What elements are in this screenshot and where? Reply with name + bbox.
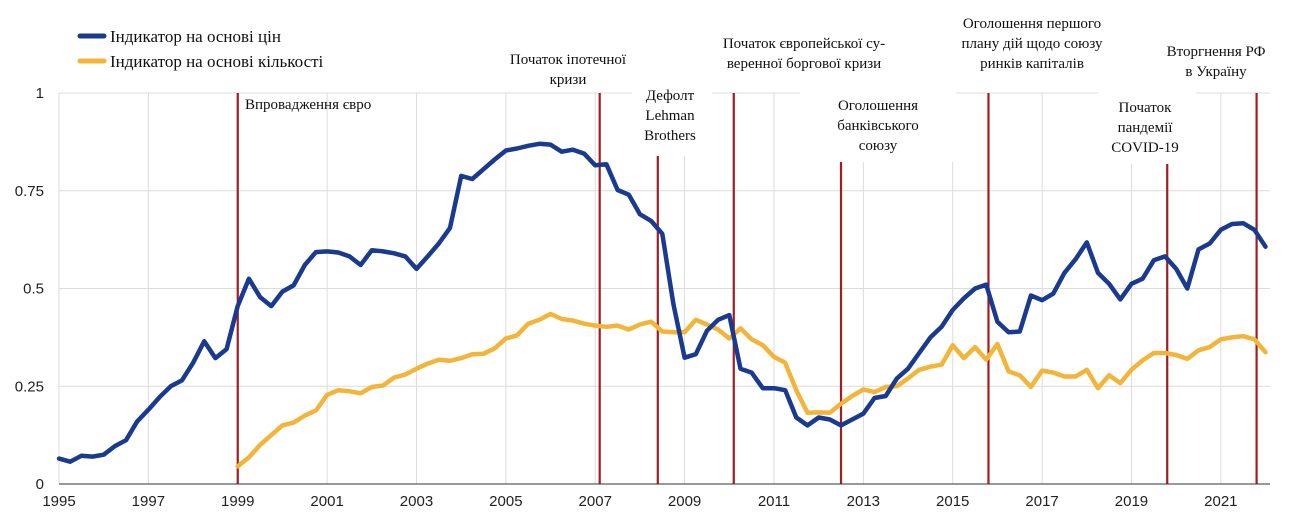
event-label: банківського xyxy=(837,118,919,134)
event-label: в Україну xyxy=(1185,64,1247,80)
x-tick-label: 2019 xyxy=(1115,493,1148,510)
event-label: Оголошення першого xyxy=(963,16,1101,32)
y-tick-label: 0.75 xyxy=(15,183,44,200)
legend: Індикатор на основі цін Індикатор на осно… xyxy=(77,27,324,71)
event-label: кризи xyxy=(550,72,587,88)
event-label: Lehman xyxy=(645,108,695,124)
event-label-background xyxy=(632,80,712,156)
event-labels: Впровадження євро Початок іпотечної кризи Д… xyxy=(245,6,1278,164)
y-tick-label: 0 xyxy=(36,476,44,493)
y-tick-label: 0.5 xyxy=(23,281,44,298)
legend-label: Індикатор на основі цін xyxy=(110,27,281,46)
event-label-background xyxy=(1160,36,1278,82)
y-tick-label: 0.25 xyxy=(15,378,44,395)
event-label-background xyxy=(930,6,1130,74)
event-label: ринків капіталів xyxy=(980,56,1084,72)
series-line-quantity xyxy=(235,311,1268,469)
x-tick-label: 1997 xyxy=(132,493,165,510)
x-tick-label: 2017 xyxy=(1025,493,1058,510)
event-label-background xyxy=(800,90,956,162)
event-label: Brothers xyxy=(644,128,696,144)
event-label: Дефолт xyxy=(646,88,695,104)
x-tick-label: 1999 xyxy=(221,493,254,510)
event-label: Впровадження євро xyxy=(245,97,371,113)
axis-ticks: 1995 1997 1999 2001 2003 2005 2007 2009 2011 2013… xyxy=(15,85,1270,510)
event-label: COVID-19 xyxy=(1111,140,1179,156)
y-tick-label: 1 xyxy=(36,85,44,102)
event-label: веренної боргової кризи xyxy=(727,56,881,72)
x-tick-label: 2003 xyxy=(400,493,433,510)
event-label: союзу xyxy=(859,138,898,154)
x-tick-label: 2007 xyxy=(579,493,612,510)
event-label: Початок xyxy=(1119,100,1173,116)
x-tick-label: 2005 xyxy=(489,493,522,510)
event-label: Оголошення xyxy=(838,98,918,114)
series-lines xyxy=(56,141,1268,469)
x-tick-label: 2013 xyxy=(847,493,880,510)
event-label: Вторгнення РФ xyxy=(1167,44,1266,60)
event-label-background xyxy=(694,26,914,80)
x-tick-label: 2009 xyxy=(668,493,701,510)
event-label: плану дій щодо союзу xyxy=(962,36,1103,52)
event-label: Початок європейської су- xyxy=(723,36,885,52)
event-label-background xyxy=(1098,92,1196,164)
series-line-price xyxy=(56,141,1268,464)
x-tick-label: 2015 xyxy=(936,493,969,510)
x-tick-label: 2001 xyxy=(310,493,343,510)
x-tick-label: 2021 xyxy=(1204,493,1237,510)
x-tick-label: 2011 xyxy=(758,493,790,510)
event-label: пандемії xyxy=(1118,120,1174,136)
legend-label: Індикатор на основі кількості xyxy=(110,52,324,71)
x-tick-label: 1995 xyxy=(42,493,75,510)
event-label: Початок іпотечної xyxy=(510,52,627,68)
